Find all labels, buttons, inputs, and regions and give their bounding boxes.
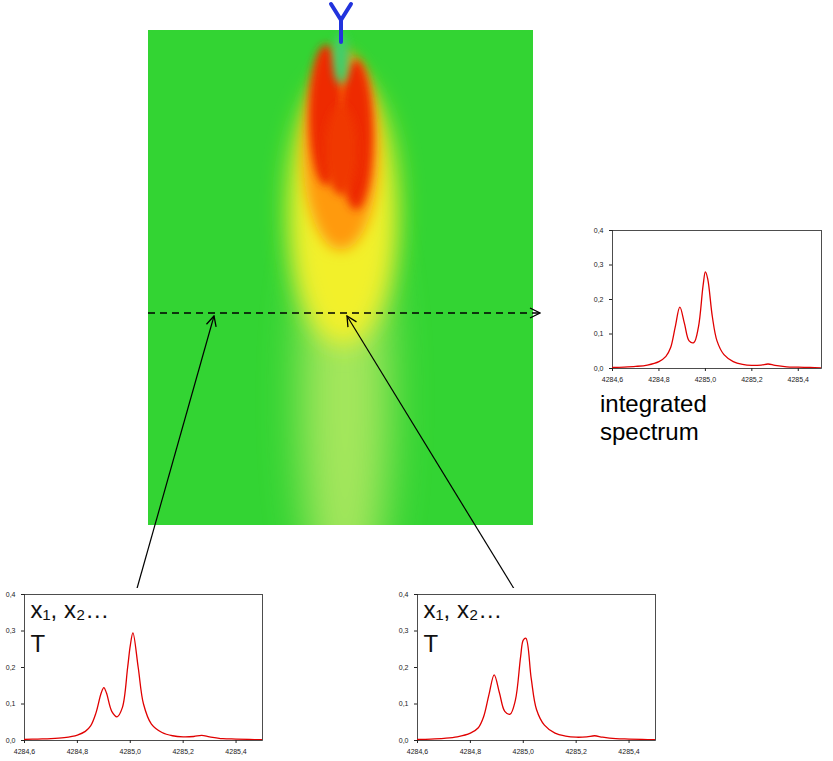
svg-text:4285,0: 4285,0 (120, 748, 142, 755)
svg-text:0,0: 0,0 (6, 737, 16, 744)
svg-text:4284,8: 4284,8 (648, 376, 670, 383)
svg-text:4284,6: 4284,6 (14, 748, 36, 755)
svg-text:4284,6: 4284,6 (602, 376, 624, 383)
svg-text:0,1: 0,1 (399, 700, 409, 707)
svg-text:4285,2: 4285,2 (741, 376, 763, 383)
svg-text:T: T (31, 630, 46, 657)
svg-text:4285,4: 4285,4 (618, 748, 640, 755)
svg-text:0,3: 0,3 (6, 627, 16, 634)
svg-text:4285,0: 4285,0 (513, 748, 535, 755)
svg-text:4284,6: 4284,6 (407, 748, 429, 755)
svg-text:T: T (424, 630, 439, 657)
svg-text:4285,2: 4285,2 (565, 748, 587, 755)
svg-text:4285,4: 4285,4 (788, 376, 810, 383)
svg-text:0,1: 0,1 (594, 330, 604, 337)
svg-text:0,2: 0,2 (399, 664, 409, 671)
svg-text:4285,2: 4285,2 (172, 748, 194, 755)
svg-text:4285,4: 4285,4 (225, 748, 247, 755)
svg-text:4284,8: 4284,8 (460, 748, 482, 755)
svg-text:x₁, x₂…: x₁, x₂… (424, 596, 503, 623)
svg-text:0,4: 0,4 (6, 591, 16, 598)
svg-text:0,4: 0,4 (594, 227, 604, 234)
svg-text:0,4: 0,4 (399, 591, 409, 598)
svg-text:0,2: 0,2 (594, 296, 604, 303)
svg-text:x₁, x₂…: x₁, x₂… (31, 596, 110, 623)
svg-text:0,2: 0,2 (6, 664, 16, 671)
html-text:integrated spectrum: integrated spectrum (600, 390, 707, 445)
svg-text:0,0: 0,0 (399, 737, 409, 744)
svg-text:0,0: 0,0 (594, 365, 604, 372)
svg-text:0,1: 0,1 (6, 700, 16, 707)
svg-text:0,3: 0,3 (399, 627, 409, 634)
svg-text:0,3: 0,3 (594, 261, 604, 268)
svg-text:4284,8: 4284,8 (67, 748, 89, 755)
svg-text:4285,0: 4285,0 (695, 376, 717, 383)
